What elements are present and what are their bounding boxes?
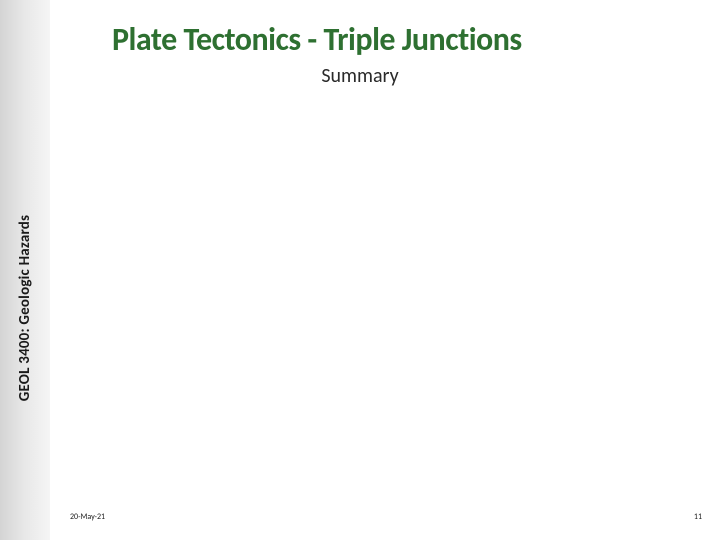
footer-page-number: 11 xyxy=(694,512,702,522)
course-label: GEOL 3400: Geologic Hazards xyxy=(16,215,34,401)
slide-subtitle: Summary xyxy=(0,64,720,88)
slide-title: Plate Tectonics - Triple Junctions xyxy=(112,20,522,59)
footer-date: 20-May-21 xyxy=(70,512,105,522)
